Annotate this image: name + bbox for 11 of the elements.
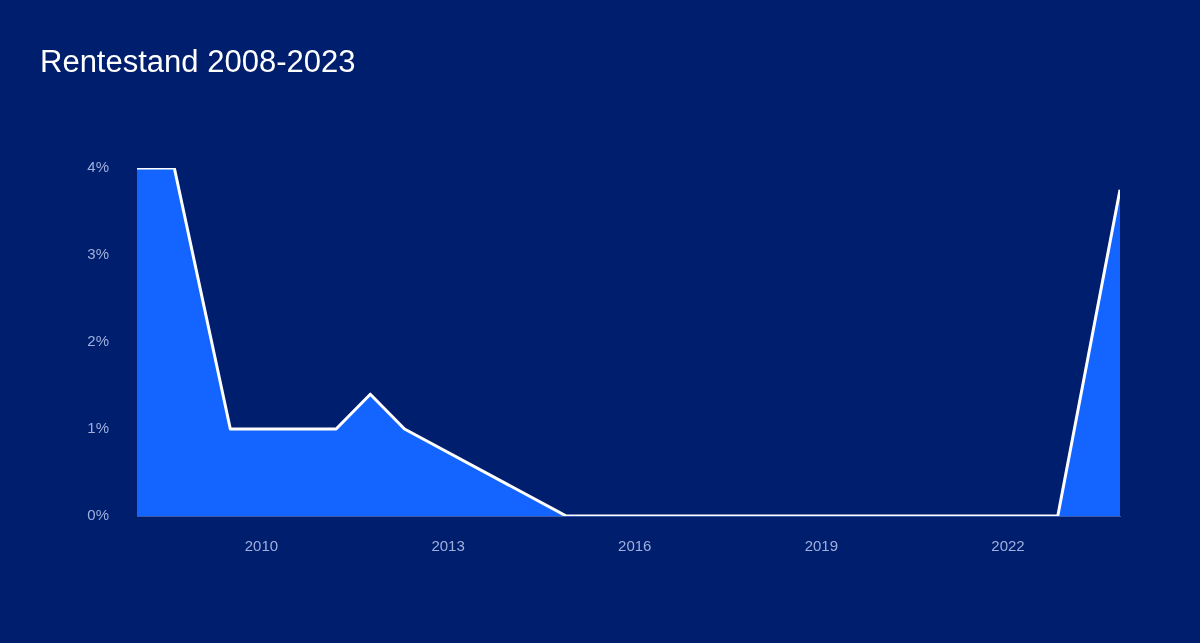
y-tick-label: 4% [87, 158, 109, 176]
x-tick-label: 2022 [991, 537, 1025, 555]
y-tick-label: 3% [87, 245, 109, 263]
x-tick-label: 2016 [618, 537, 652, 555]
y-tick-label: 0% [87, 506, 109, 524]
x-tick-label: 2010 [244, 537, 279, 555]
chart-title: Rentestand 2008-2023 [40, 44, 356, 80]
x-tick-label: 2013 [431, 537, 465, 555]
x-tick-label: 2019 [804, 537, 839, 555]
y-tick-label: 1% [87, 419, 109, 437]
y-tick-label: 2% [87, 332, 109, 350]
